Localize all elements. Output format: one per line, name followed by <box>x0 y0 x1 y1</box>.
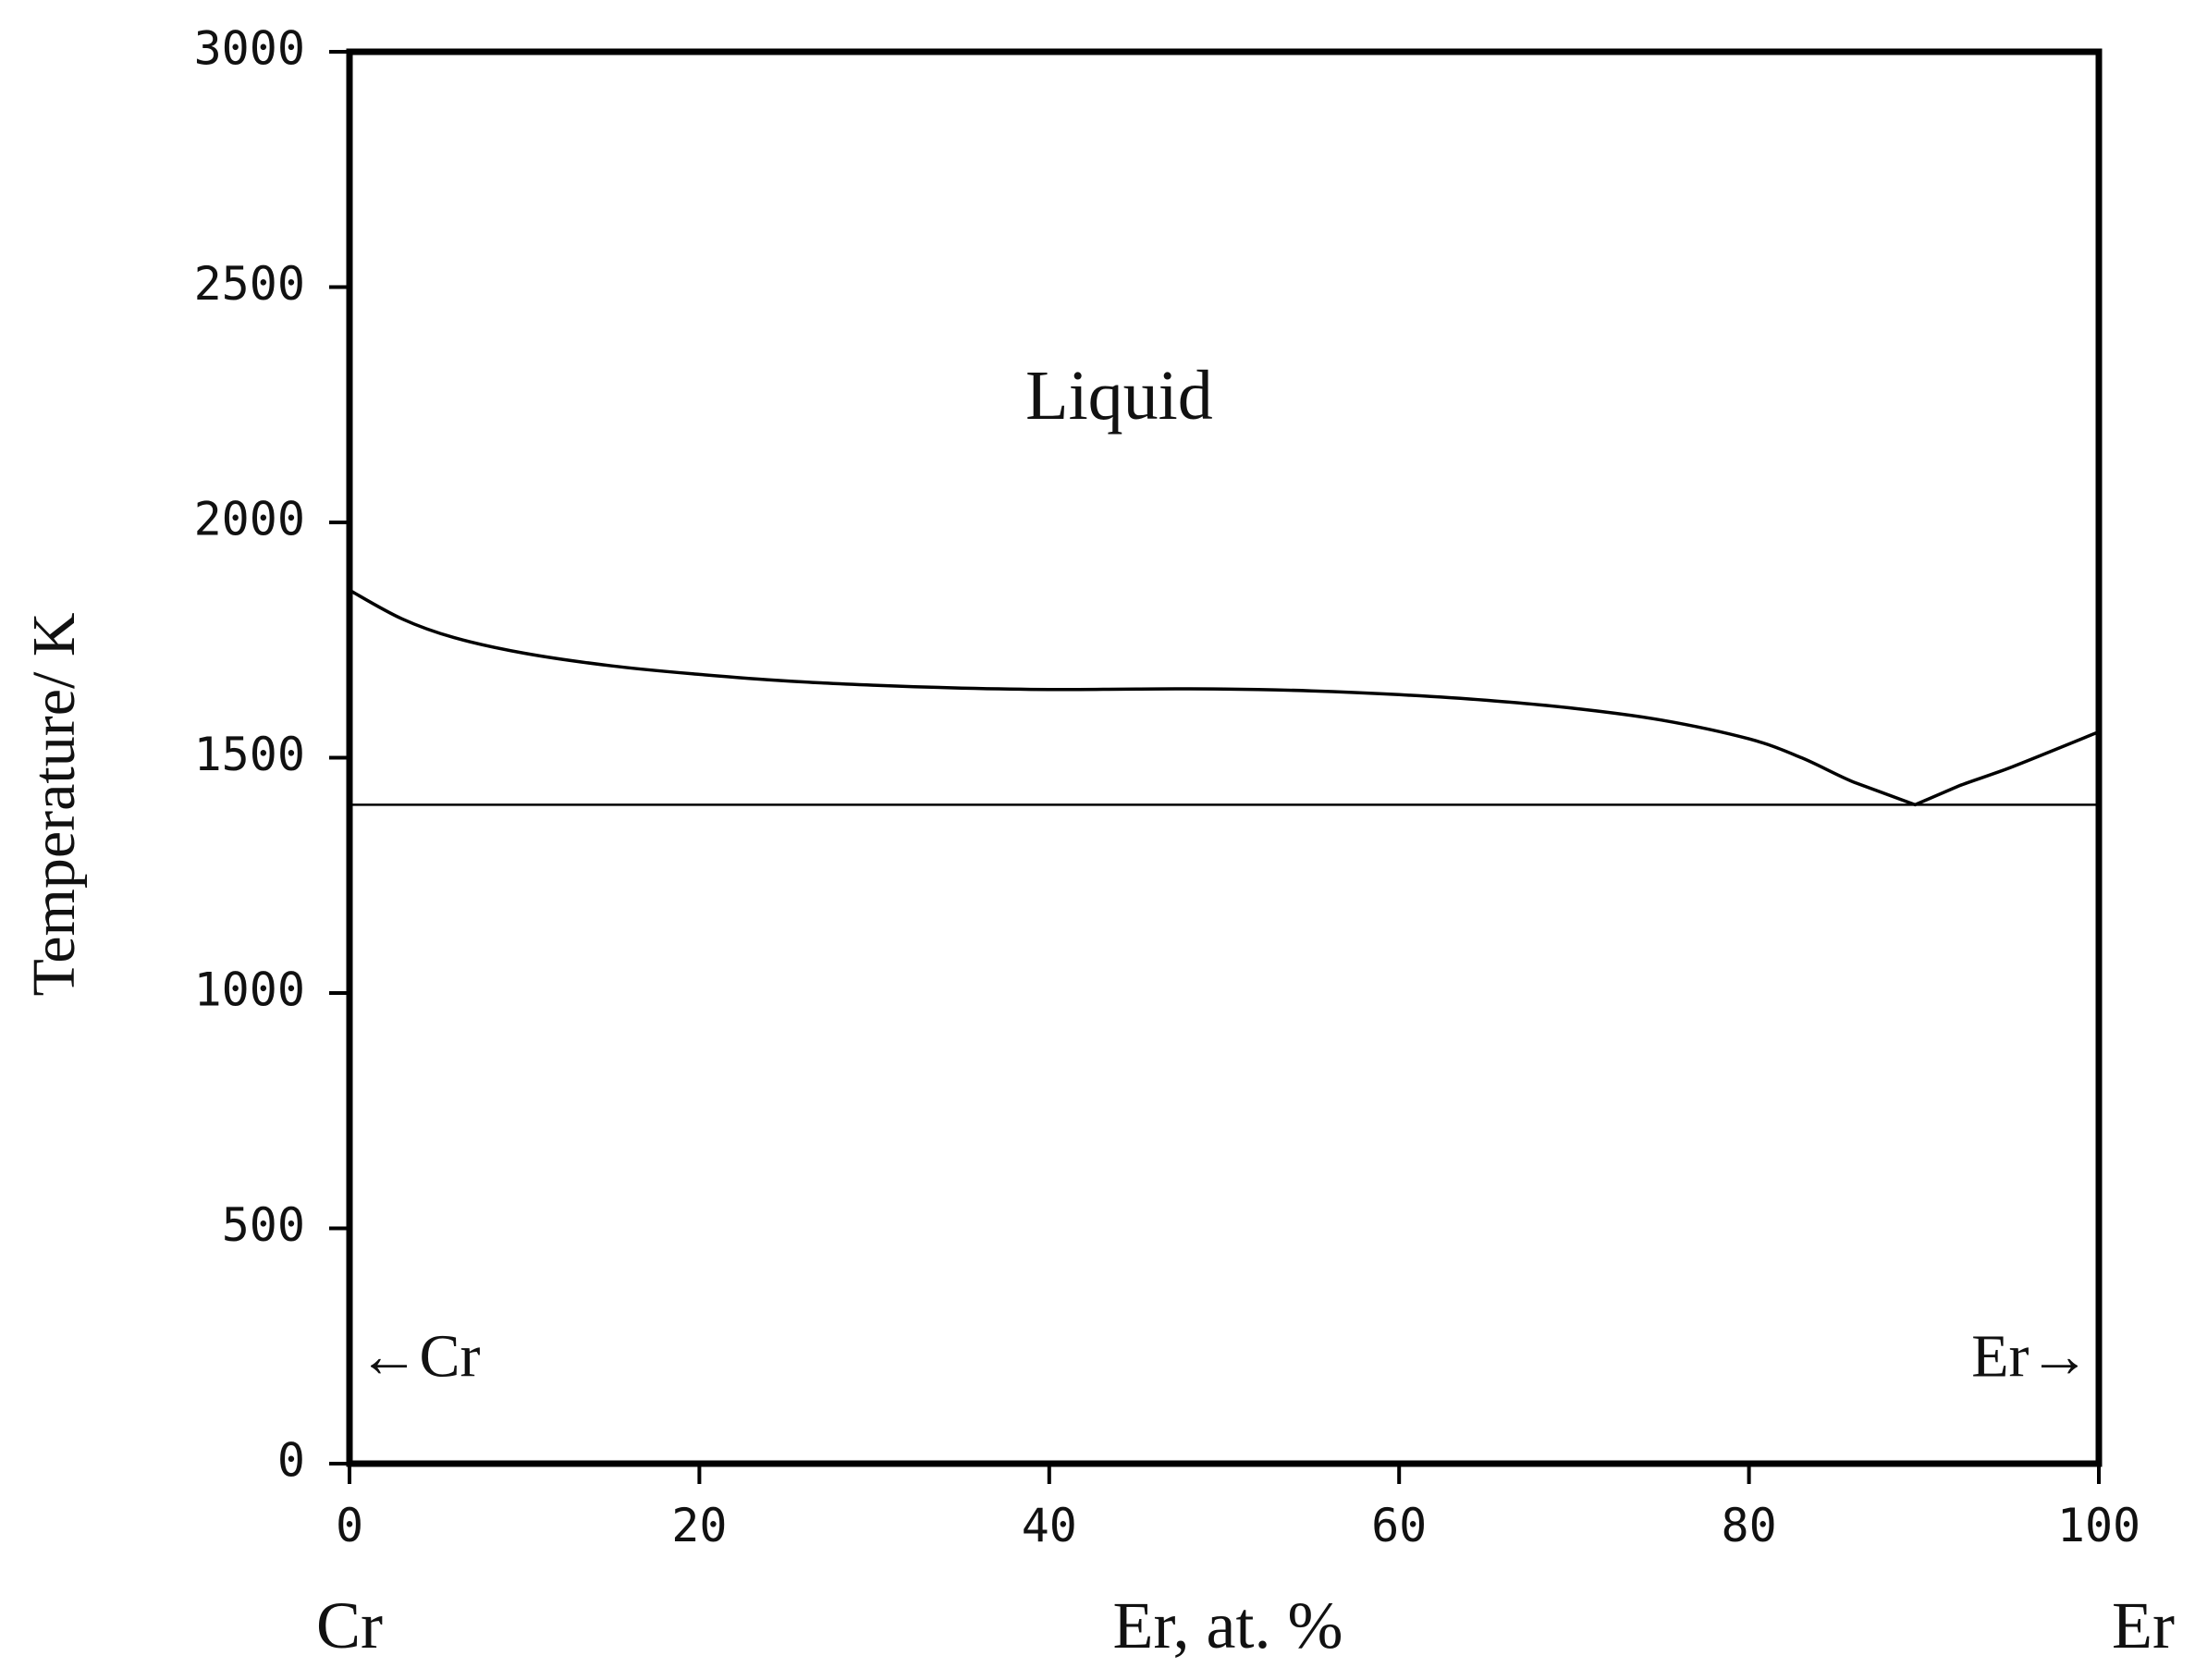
x-tick-label: 60 <box>1371 1499 1427 1552</box>
x-axis-ticks: 0 20 40 60 80 100 <box>336 1464 2140 1552</box>
x-tick-label: 40 <box>1022 1499 1077 1552</box>
y-tick-label: 1500 <box>194 728 305 781</box>
y-tick-label: 2500 <box>194 257 305 311</box>
y-tick-label: 1000 <box>194 963 305 1017</box>
y-tick-label: 2000 <box>194 493 305 546</box>
liquid-region-label: Liquid <box>1025 357 1213 435</box>
y-axis-title: Temperature/ K <box>20 612 88 996</box>
y-tick-label: 500 <box>222 1198 305 1252</box>
x-end-label-right: Er <box>2112 1588 2175 1662</box>
liquidus-line <box>349 588 2100 807</box>
y-axis-ticks: 0 500 1000 1500 2000 2500 3000 <box>194 22 349 1488</box>
y-tick-label: 0 <box>277 1434 305 1488</box>
series-layer <box>349 588 2100 807</box>
x-tick-label: 0 <box>336 1499 363 1552</box>
x-axis-title: Er, at. % <box>1112 1588 1343 1662</box>
x-tick-label: 20 <box>671 1499 727 1552</box>
x-tick-label: 80 <box>1721 1499 1776 1552</box>
y-tick-label: 3000 <box>194 22 305 76</box>
plot-frame <box>346 48 2103 1467</box>
cr-arrow-label: ←Cr <box>358 1323 480 1391</box>
x-tick-label: 100 <box>2057 1499 2140 1552</box>
x-end-label-left: Cr <box>316 1588 383 1662</box>
er-arrow-label: Er→ <box>1971 1323 2090 1391</box>
